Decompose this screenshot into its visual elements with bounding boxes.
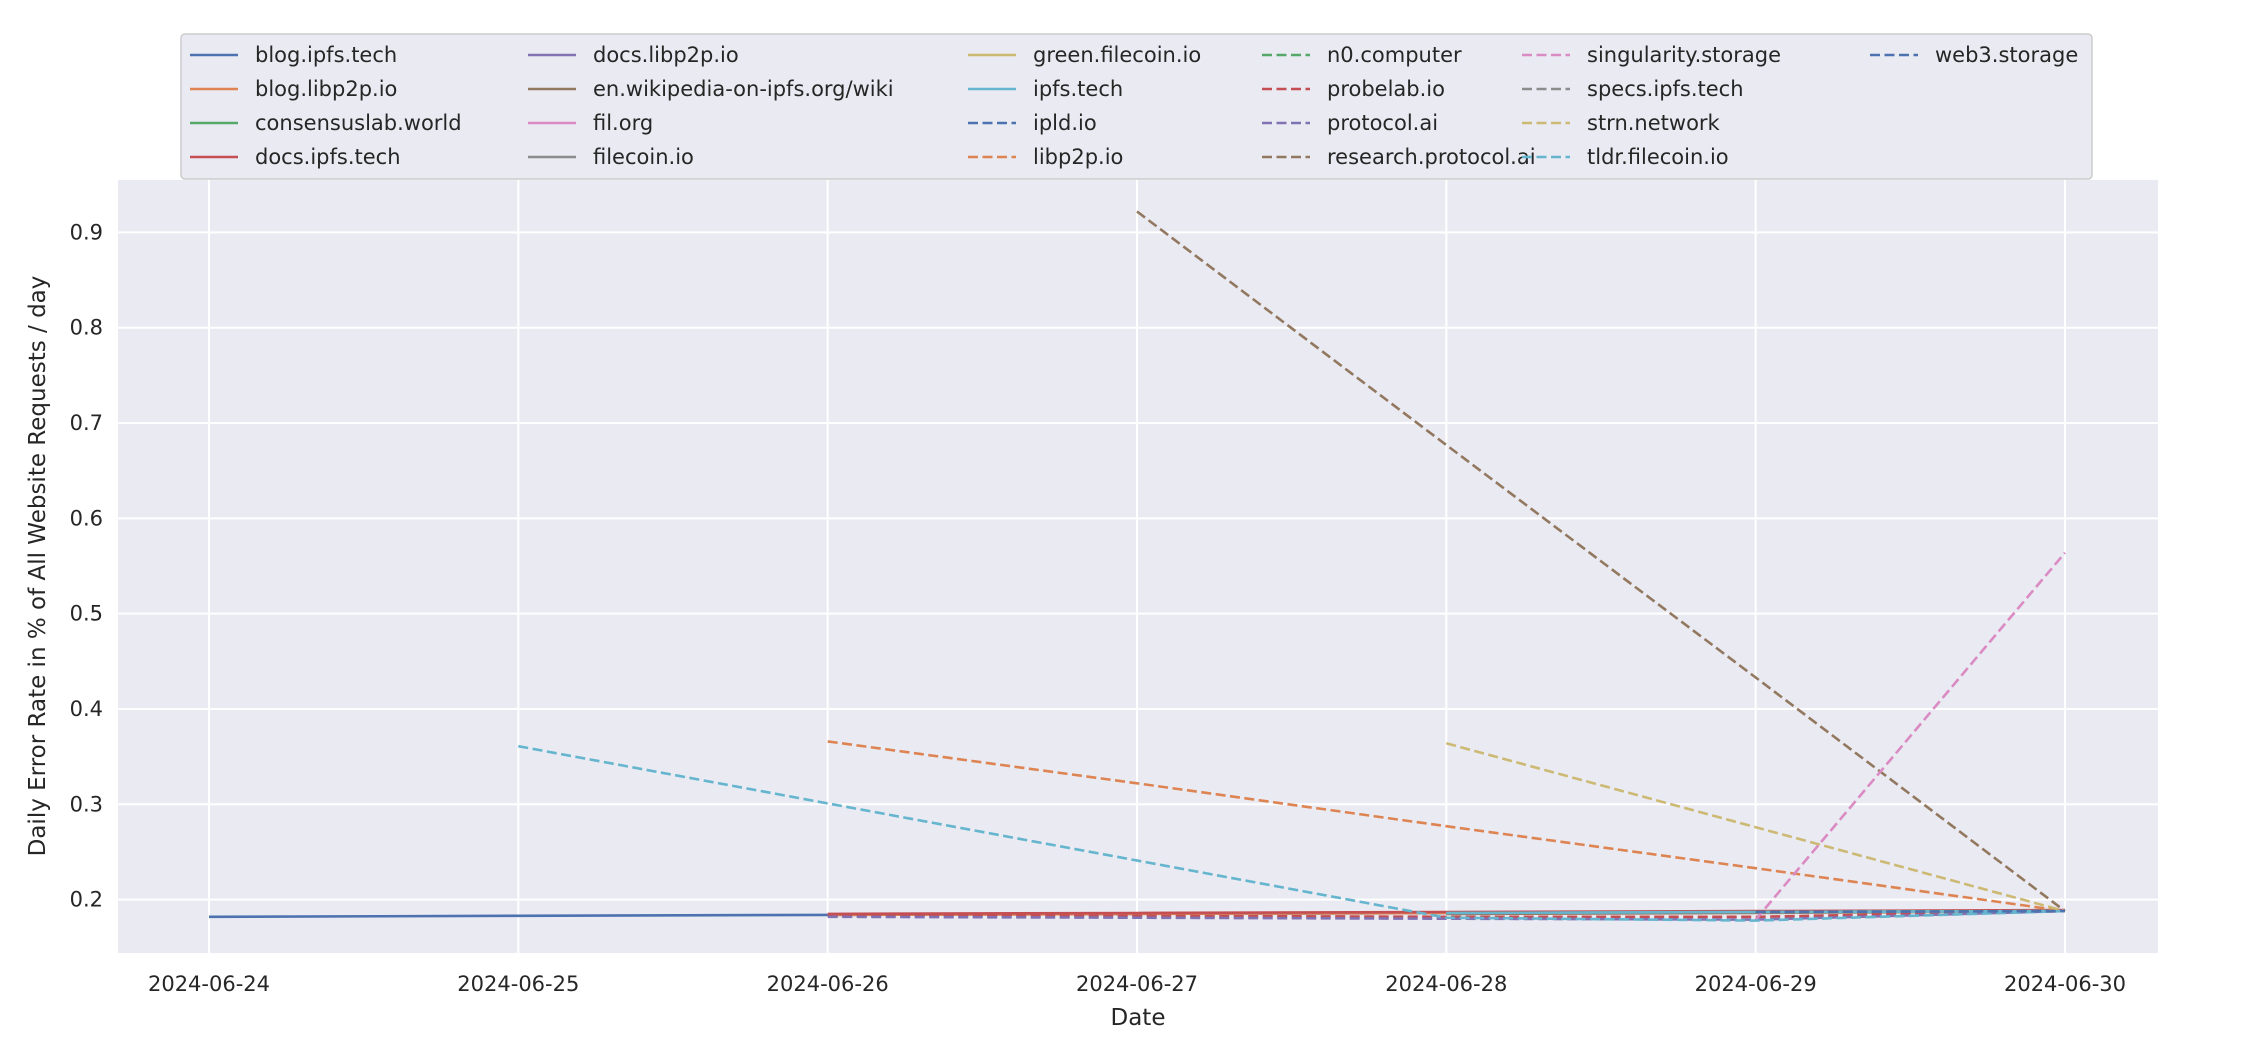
legend-label: singularity.storage <box>1587 43 1781 67</box>
legend-label: libp2p.io <box>1033 145 1123 169</box>
x-tick-label: 2024-06-24 <box>148 972 270 996</box>
legend-label: docs.ipfs.tech <box>255 145 401 169</box>
legend-item: docs.ipfs.tech <box>190 145 401 169</box>
legend-item: specs.ipfs.tech <box>1522 77 1744 101</box>
legend-item: docs.libp2p.io <box>528 43 739 67</box>
legend-item: singularity.storage <box>1522 43 1781 67</box>
legend-label: research.protocol.ai <box>1327 145 1536 169</box>
legend-item: libp2p.io <box>968 145 1123 169</box>
series-line-strn-network <box>1445 742 2066 913</box>
series-lines <box>208 210 2066 922</box>
legend-item: strn.network <box>1522 111 1721 135</box>
y-tick-label: 0.3 <box>70 792 103 816</box>
legend-item: research.protocol.ai <box>1262 145 1536 169</box>
legend-item: n0.computer <box>1262 43 1462 67</box>
legend-item: green.filecoin.io <box>968 43 1201 67</box>
series-line-web3-storage <box>1755 909 2066 914</box>
series-line-singularity-storage <box>1754 551 2066 921</box>
x-tick-label: 2024-06-28 <box>1385 972 1507 996</box>
x-tick-label: 2024-06-26 <box>767 972 889 996</box>
x-tick-label: 2024-06-30 <box>2004 972 2126 996</box>
legend-item: tldr.filecoin.io <box>1522 145 1729 169</box>
legend-label: n0.computer <box>1327 43 1462 67</box>
legend-item: probelab.io <box>1262 77 1445 101</box>
legend-item: fil.org <box>528 111 653 135</box>
x-axis-title: Date <box>1111 1005 1166 1031</box>
legend-label: green.filecoin.io <box>1033 43 1201 67</box>
legend-item: web3.storage <box>1870 43 2078 67</box>
legend-label: en.wikipedia-on-ipfs.org/wiki <box>593 77 894 101</box>
legend-label: tldr.filecoin.io <box>1587 145 1729 169</box>
legend-item: consensuslab.world <box>190 111 462 135</box>
y-tick-label: 0.7 <box>70 411 103 435</box>
x-tick-labels: 2024-06-24 2024-06-25 2024-06-26 2024-06-27… <box>148 972 2126 996</box>
legend-label: consensuslab.world <box>255 111 462 135</box>
legend-label: blog.libp2p.io <box>255 77 397 101</box>
legend-label: docs.libp2p.io <box>593 43 739 67</box>
y-tick-label: 0.9 <box>70 220 103 244</box>
legend-item: protocol.ai <box>1262 111 1438 135</box>
legend-label: strn.network <box>1587 111 1721 135</box>
legend-label: web3.storage <box>1935 43 2078 67</box>
legend-item: ipld.io <box>968 111 1097 135</box>
legend-item: ipfs.tech <box>968 77 1123 101</box>
legend-item: filecoin.io <box>528 145 694 169</box>
legend-item: blog.ipfs.tech <box>190 43 397 67</box>
legend-item: blog.libp2p.io <box>190 77 397 101</box>
legend-label: ipfs.tech <box>1033 77 1123 101</box>
x-tick-label: 2024-06-25 <box>457 972 579 996</box>
legend-frame <box>180 33 2093 180</box>
grid-lines <box>118 180 2158 953</box>
y-tick-labels: 0.2 0.3 0.4 0.5 0.6 0.7 0.8 0.9 <box>70 220 103 911</box>
x-tick-label: 2024-06-29 <box>1695 972 1817 996</box>
y-tick-label: 0.4 <box>70 697 103 721</box>
series-line-research-protocol-ai <box>1136 210 2066 913</box>
legend-item: en.wikipedia-on-ipfs.org/wiki <box>528 77 894 101</box>
y-tick-label: 0.2 <box>70 888 103 912</box>
series-line-tldr-filecoin-io <box>518 744 2066 922</box>
x-tick-label: 2024-06-27 <box>1076 972 1198 996</box>
y-axis-title: Daily Error Rate in % of All Website Req… <box>25 276 51 857</box>
legend: blog.ipfs.tech blog.libp2p.io consensuslab… <box>180 33 2093 180</box>
y-tick-label: 0.8 <box>70 316 103 340</box>
legend-label: blog.ipfs.tech <box>255 43 397 67</box>
legend-label: fil.org <box>593 111 653 135</box>
legend-label: probelab.io <box>1327 77 1445 101</box>
legend-label: specs.ipfs.tech <box>1587 77 1744 101</box>
y-tick-label: 0.6 <box>70 506 103 530</box>
legend-label: filecoin.io <box>593 145 694 169</box>
legend-label: ipld.io <box>1033 111 1097 135</box>
legend-label: protocol.ai <box>1327 111 1438 135</box>
y-tick-label: 0.5 <box>70 602 103 626</box>
series-line-libp2p-io <box>827 740 2066 913</box>
